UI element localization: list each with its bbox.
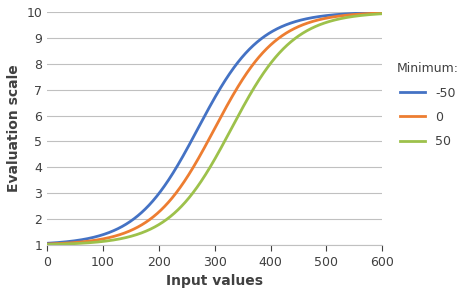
0 (370, 12, 375, 15)
0 (308, 20, 314, 24)
50 (207, 165, 213, 169)
50 (44, 243, 50, 246)
50 (308, 27, 314, 30)
0 (207, 135, 213, 139)
50 (370, 13, 375, 16)
50 (379, 12, 385, 16)
50 (198, 179, 204, 183)
-50 (44, 242, 50, 245)
-50 (369, 11, 375, 14)
-50 (370, 11, 375, 14)
Y-axis label: Evaluation scale: Evaluation scale (7, 65, 21, 192)
-50 (308, 16, 314, 20)
-50 (379, 11, 385, 14)
0 (379, 11, 385, 15)
0 (198, 152, 204, 155)
50 (369, 13, 375, 16)
-50 (62, 240, 67, 244)
0 (44, 242, 50, 246)
Line: 0: 0 (47, 13, 382, 244)
0 (369, 12, 375, 15)
0 (62, 242, 67, 245)
50 (62, 242, 67, 246)
Line: 50: 50 (47, 14, 382, 245)
-50 (198, 121, 204, 124)
X-axis label: Input values: Input values (166, 274, 263, 288)
Line: -50: -50 (47, 13, 382, 243)
Legend: -50, 0, 50: -50, 0, 50 (392, 57, 464, 153)
-50 (207, 104, 213, 108)
